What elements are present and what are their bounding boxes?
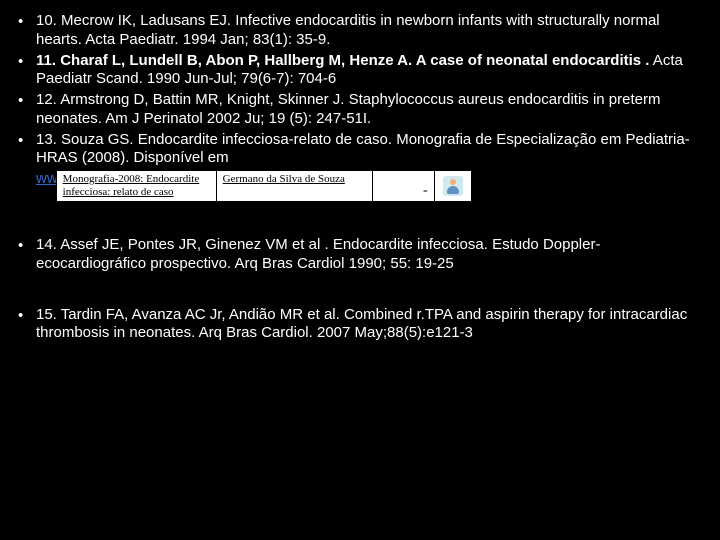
dash: - xyxy=(423,183,428,199)
reference-text: 10. Mecrow IK, Ladusans EJ. Infective en… xyxy=(36,12,696,50)
embedded-link-row: ww Monografia-2008: Endocardite infeccio… xyxy=(36,170,696,202)
ref-num: 14. xyxy=(36,236,57,253)
ref-body: Tardin FA, Avanza AC Jr, Andião MR et al… xyxy=(36,306,687,342)
embed-author-cell[interactable]: Germano da Silva de Souza xyxy=(217,171,373,201)
reference-item-15: • 15. Tardin FA, Avanza AC Jr, Andião MR… xyxy=(18,306,696,344)
spacer xyxy=(18,276,696,306)
bullet: • xyxy=(18,131,36,169)
reference-item-12: • 12. Armstrong D, Battin MR, Knight, Sk… xyxy=(18,91,696,129)
embed-title-line2: infecciosa: relato de caso xyxy=(63,186,210,199)
ref-num: 15. xyxy=(36,306,57,323)
embed-icon-cell[interactable] xyxy=(435,171,471,201)
reference-item-10: • 10. Mecrow IK, Ladusans EJ. Infective … xyxy=(18,12,696,50)
ref-num: 12. xyxy=(36,91,57,108)
embed-blank-cell: - xyxy=(373,171,435,201)
reference-text: 13. Souza GS. Endocardite infecciosa-rel… xyxy=(36,131,696,169)
ref-num: 11. xyxy=(36,52,56,69)
reference-text: 12. Armstrong D, Battin MR, Knight, Skin… xyxy=(36,91,696,129)
person-icon xyxy=(443,176,463,196)
ref-num: 10. xyxy=(36,12,57,29)
ref-body: Assef JE, Pontes JR, Ginenez VM et al . … xyxy=(36,236,600,272)
bullet: • xyxy=(18,91,36,129)
reference-text: 15. Tardin FA, Avanza AC Jr, Andião MR e… xyxy=(36,306,696,344)
reference-item-11: • 11. Charaf L, Lundell B, Abon P, Hallb… xyxy=(18,52,696,90)
bullet: • xyxy=(18,52,36,90)
bullet: • xyxy=(18,12,36,50)
reference-item-13: • 13. Souza GS. Endocardite infecciosa-r… xyxy=(18,131,696,169)
ref-body: Souza GS. Endocardite infecciosa-relato … xyxy=(36,131,690,167)
embed-title-line1: Monografia-2008: Endocardite xyxy=(63,173,210,186)
reference-text: 11. Charaf L, Lundell B, Abon P, Hallber… xyxy=(36,52,696,90)
embedded-document-box[interactable]: Monografia-2008: Endocardite infecciosa:… xyxy=(56,170,472,202)
bullet: • xyxy=(18,306,36,344)
reference-text: 14. Assef JE, Pontes JR, Ginenez VM et a… xyxy=(36,236,696,274)
embed-author: Germano da Silva de Souza xyxy=(223,173,366,186)
ref-body: Armstrong D, Battin MR, Knight, Skinner … xyxy=(36,91,660,127)
ref-title: A case of neonatal endocarditis . xyxy=(416,52,650,69)
ref-num: 13. xyxy=(36,131,57,148)
embed-title-cell[interactable]: Monografia-2008: Endocardite infecciosa:… xyxy=(57,171,217,201)
url-fragment[interactable]: ww xyxy=(36,170,58,187)
ref-suffix: . Acta Paediatr. 1994 Jan; 83(1): 35-9. xyxy=(78,31,331,48)
spacer xyxy=(18,202,696,236)
reference-item-14: • 14. Assef JE, Pontes JR, Ginenez VM et… xyxy=(18,236,696,274)
bullet: • xyxy=(18,236,36,274)
ref-prefix: Charaf L, Lundell B, Abon P, Hallberg M,… xyxy=(56,52,416,69)
